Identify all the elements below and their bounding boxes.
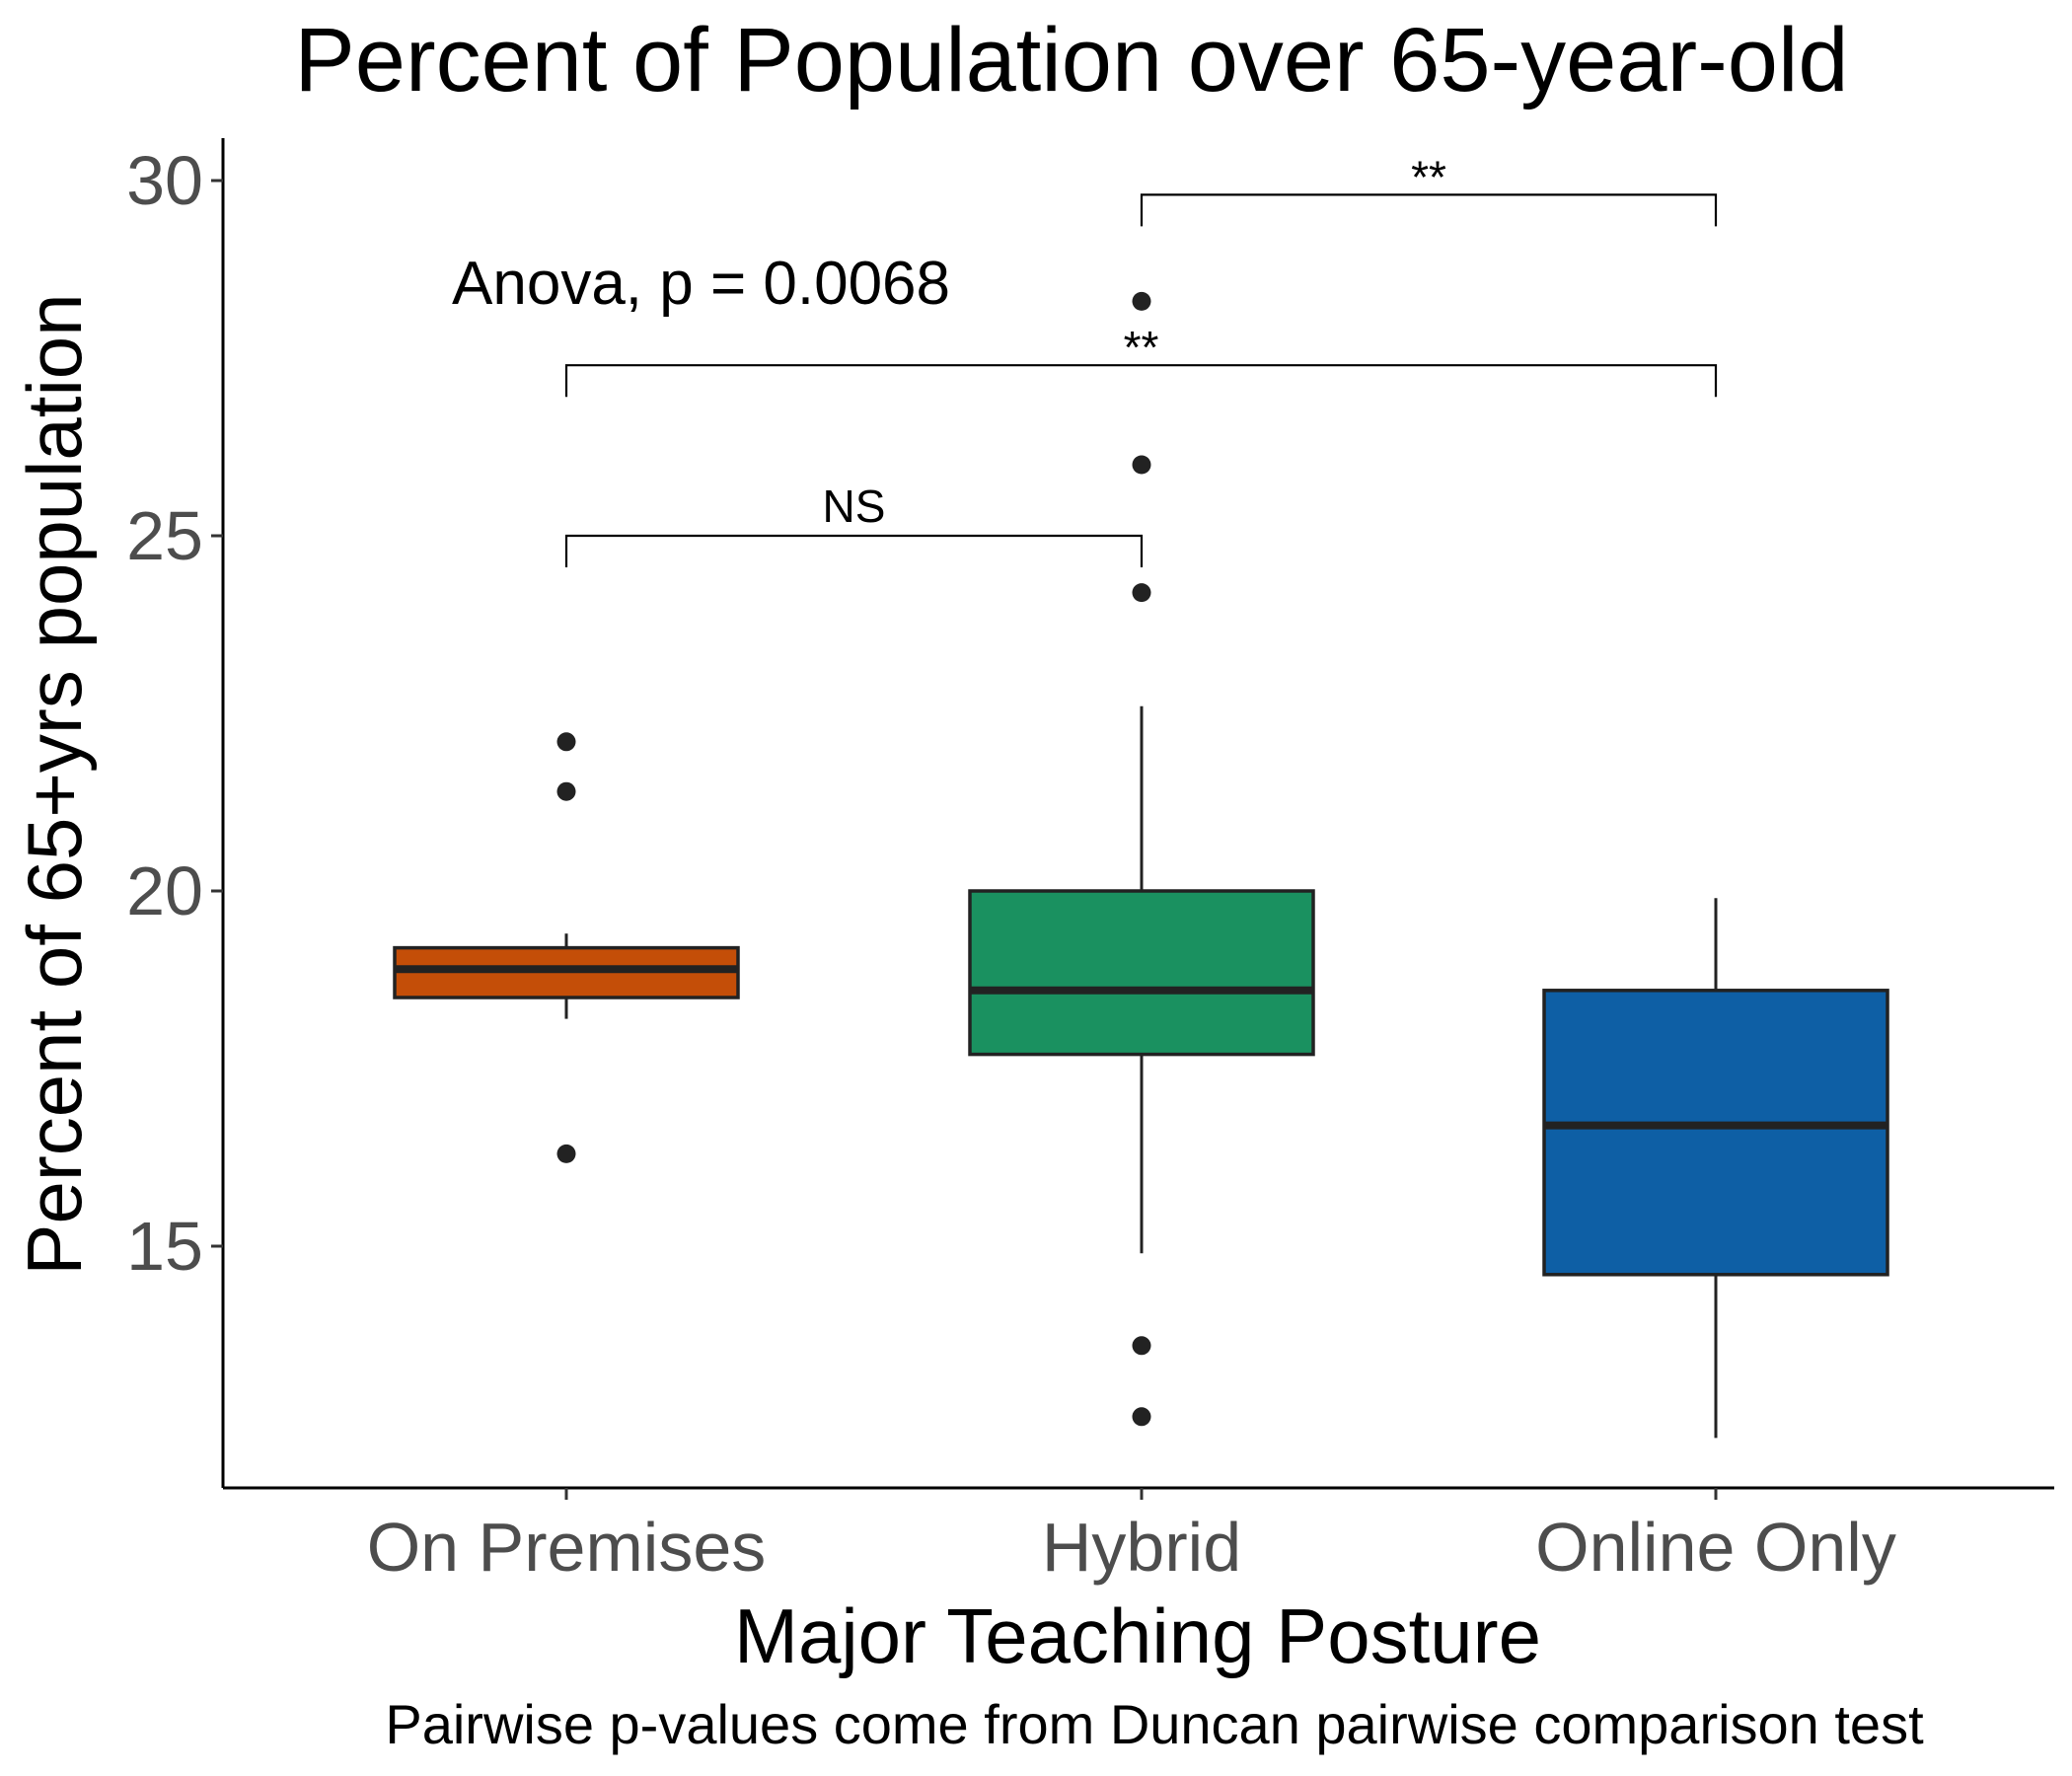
- chart-title: Percent of Population over 65-year-old: [294, 10, 1848, 111]
- comparison-label-on-premises-hybrid: NS: [823, 481, 886, 532]
- x-tick-label: Online Only: [1535, 1509, 1896, 1586]
- chart-caption: Pairwise p-values come from Duncan pairw…: [385, 1693, 1924, 1755]
- outlier-point-hybrid: [1132, 1336, 1151, 1356]
- x-axis-title: Major Teaching Posture: [734, 1592, 1541, 1679]
- y-tick-label: 30: [126, 142, 203, 219]
- comparison-label-on-premises-online-only: **: [1124, 322, 1159, 373]
- comparison-bracket-hybrid-online-only: [1140, 193, 1718, 227]
- y-tick-label: 20: [126, 852, 203, 929]
- x-tick-label: On Premises: [367, 1509, 767, 1586]
- y-tick-label: 25: [126, 497, 203, 574]
- x-tick-label: Hybrid: [1042, 1509, 1241, 1586]
- outlier-point-on-premises: [556, 732, 576, 752]
- box-online-only: [1542, 989, 1889, 1277]
- outlier-point-hybrid: [1132, 583, 1151, 603]
- box-hybrid: [968, 889, 1315, 1057]
- outlier-point-on-premises: [556, 781, 576, 801]
- comparison-bracket-on-premises-online-only: [564, 364, 1718, 398]
- outlier-point-hybrid: [1132, 291, 1151, 311]
- outlier-point-on-premises: [556, 1144, 576, 1163]
- plot-area: 15 20 25 30 On Premises Hybrid Online Only NS **…: [126, 138, 2054, 1586]
- comparison-bracket-on-premises-hybrid: [564, 534, 1144, 567]
- outlier-point-hybrid: [1132, 455, 1151, 475]
- comparison-label-hybrid-online-only: **: [1411, 151, 1446, 202]
- y-tick-label: 15: [126, 1208, 203, 1285]
- anova-label: Anova, p = 0.0068: [452, 250, 950, 318]
- outlier-point-hybrid: [1132, 1407, 1151, 1427]
- y-axis-title: Percent of 65+yrs population: [11, 293, 98, 1275]
